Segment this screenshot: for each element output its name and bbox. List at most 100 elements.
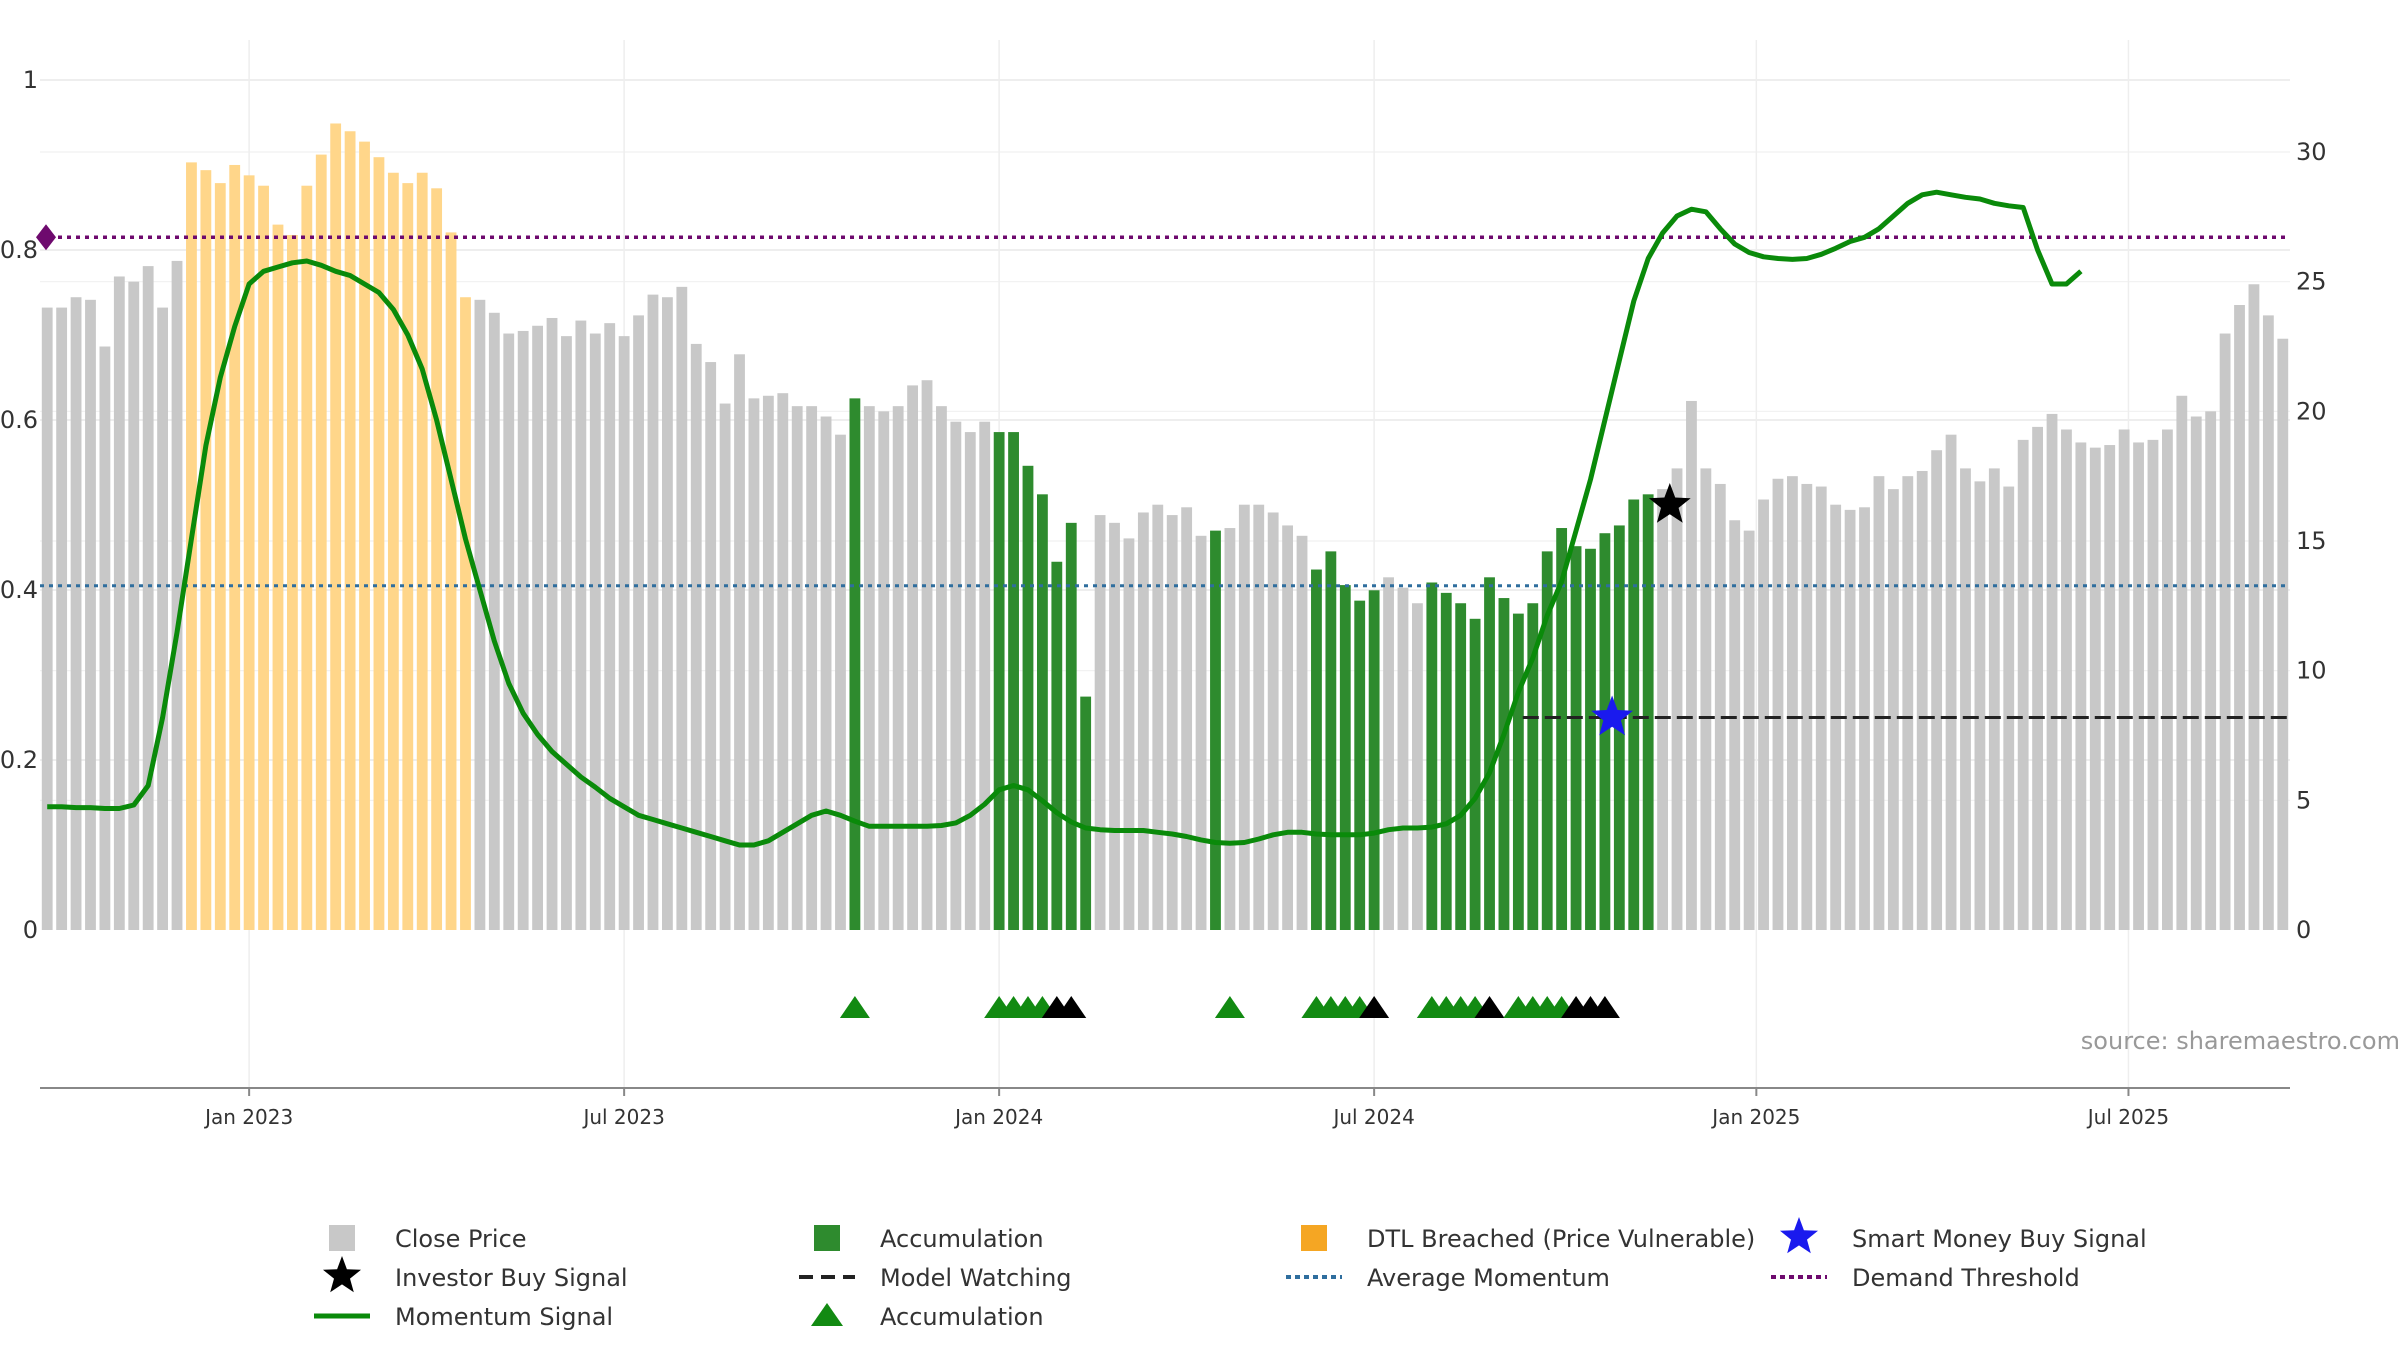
accumulation-bar [1455,603,1467,930]
legend-swatch-smart [1780,1217,1818,1254]
dtl-breached-bar [301,185,313,931]
close-price-bar [921,380,933,930]
accumulation-triangle-swatch [811,1303,843,1326]
accumulation-bar [1080,696,1092,930]
close-price-bar [1238,504,1250,930]
legend-label: Model Watching [880,1264,1072,1292]
accumulation-bar [1368,590,1380,930]
legend-label: Smart Money Buy Signal [1852,1225,2147,1253]
legend-swatch-accum_tri [811,1303,843,1326]
close-price-bar [1729,520,1741,930]
legend-label: Momentum Signal [395,1303,613,1331]
legend-item-accum_tri: Accumulation [811,1303,1044,1331]
close-price-bar [142,266,154,930]
accumulation-bar [1585,548,1596,930]
close-price-bar [503,333,515,930]
x-tick-label: Jul 2024 [1331,1105,1414,1129]
accumulation-bar [1484,577,1495,930]
close-price-bar [690,343,702,930]
close-price-bar [950,421,962,930]
legend-label: Average Momentum [1367,1264,1610,1292]
y-right-tick-label: 5 [2296,786,2311,814]
close-price-bar [1700,468,1712,930]
close-price-bar [474,299,486,930]
close-price-bar [791,406,803,930]
dtl-breached-bar [445,232,457,931]
y-right-tick-label: 30 [2296,138,2327,166]
close-price-bar [2176,395,2188,931]
close-price-bar [85,299,96,930]
close-price-bar [488,312,500,931]
accumulation-bar [1556,528,1568,930]
accumulation-bar [1628,499,1640,930]
close-price-bar [1801,483,1813,930]
close-price-bar [2205,411,2217,930]
accumulation-triangle-black [1474,996,1505,1018]
x-tick-label: Jul 2023 [581,1105,664,1129]
y-left-tick-label: 1 [23,66,38,94]
smart-money-swatch-icon [1780,1217,1818,1254]
lines-layer [36,189,2290,848]
dtl-swatch [1301,1225,1327,1251]
close-price-bar [1195,535,1207,930]
close-price-bar [1743,530,1755,930]
close-price-bar [1181,507,1193,930]
accumulation-bar [993,432,1005,930]
y-right-tick-label: 20 [2296,397,2327,425]
close-price-bar [2089,447,2101,930]
legend-label: Accumulation [880,1225,1044,1253]
dtl-breached-bar [330,123,342,931]
smart-money-buy-signal-star [1591,695,1633,736]
close-price-bar [1988,468,2000,930]
dtl-breached-bar [200,170,212,931]
legend-label: Investor Buy Signal [395,1264,628,1292]
close-price-bar [1902,476,1914,930]
dtl-breached-bar [243,175,255,931]
x-tick-label: Jul 2025 [2086,1105,2169,1129]
close-price-bar [99,346,111,930]
legend-item-smart: Smart Money Buy Signal [1780,1217,2147,1254]
close-price-bar [70,297,82,930]
legend-swatch-accum_bar [814,1225,840,1251]
close-price-bar [2032,426,2044,930]
accumulation-triangle [1214,996,1245,1018]
close-price-bar [979,421,991,930]
dtl-breached-bar [214,183,226,930]
close-price-bar [56,307,68,931]
accumulation-bar [1036,494,1048,930]
accumulation-triangle-black [1589,996,1620,1018]
close-price-bar [907,385,919,930]
accumulation-swatch [814,1225,840,1251]
close-price-bar [2262,315,2274,930]
legend-swatch-dtl [1301,1225,1327,1251]
close-price-bar [1671,468,1683,930]
close-price-bar [1758,499,1769,930]
dtl-breached-bar [359,141,370,931]
close-price-bar [734,354,745,930]
accumulation-bar [849,398,861,930]
accumulation-bar [1325,551,1337,930]
close-price-bar [1873,476,1885,930]
close-price-swatch [329,1225,355,1251]
y-left-tick-label: 0.4 [0,576,38,604]
close-price-bar [863,406,875,930]
x-tick-label: Jan 2024 [953,1105,1043,1129]
close-price-bar [835,434,846,930]
accumulation-triangle-black [1056,996,1087,1018]
dtl-breached-bar [258,185,269,931]
close-price-bar [719,403,731,930]
accumulation-bar [1210,530,1221,930]
close-price-bar [892,406,904,930]
investor-buy-signal-star [1648,483,1691,523]
legend-item-investor: Investor Buy Signal [323,1256,628,1293]
close-price-bar [1383,577,1394,930]
close-price-bar [1974,481,1986,930]
close-price-bar [532,325,544,931]
close-price-bar [878,411,890,930]
accumulation-triangle-black [1359,996,1390,1018]
close-price-bar [2277,338,2289,931]
legend-item-watching: Model Watching [799,1264,1072,1292]
close-price-bar [113,276,125,931]
close-price-bar [2075,442,2087,930]
close-price-bar [1960,468,1971,930]
